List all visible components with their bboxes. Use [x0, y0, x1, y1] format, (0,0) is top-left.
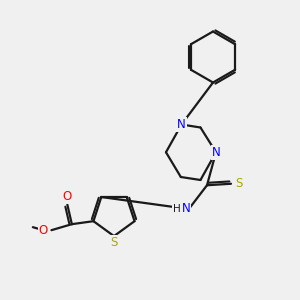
Text: H: H — [173, 204, 181, 214]
Text: N: N — [177, 118, 186, 131]
Text: S: S — [110, 236, 118, 249]
Text: O: O — [39, 224, 48, 237]
Text: O: O — [63, 190, 72, 203]
Text: N: N — [182, 202, 190, 215]
Text: N: N — [212, 146, 220, 159]
Text: S: S — [236, 177, 243, 190]
